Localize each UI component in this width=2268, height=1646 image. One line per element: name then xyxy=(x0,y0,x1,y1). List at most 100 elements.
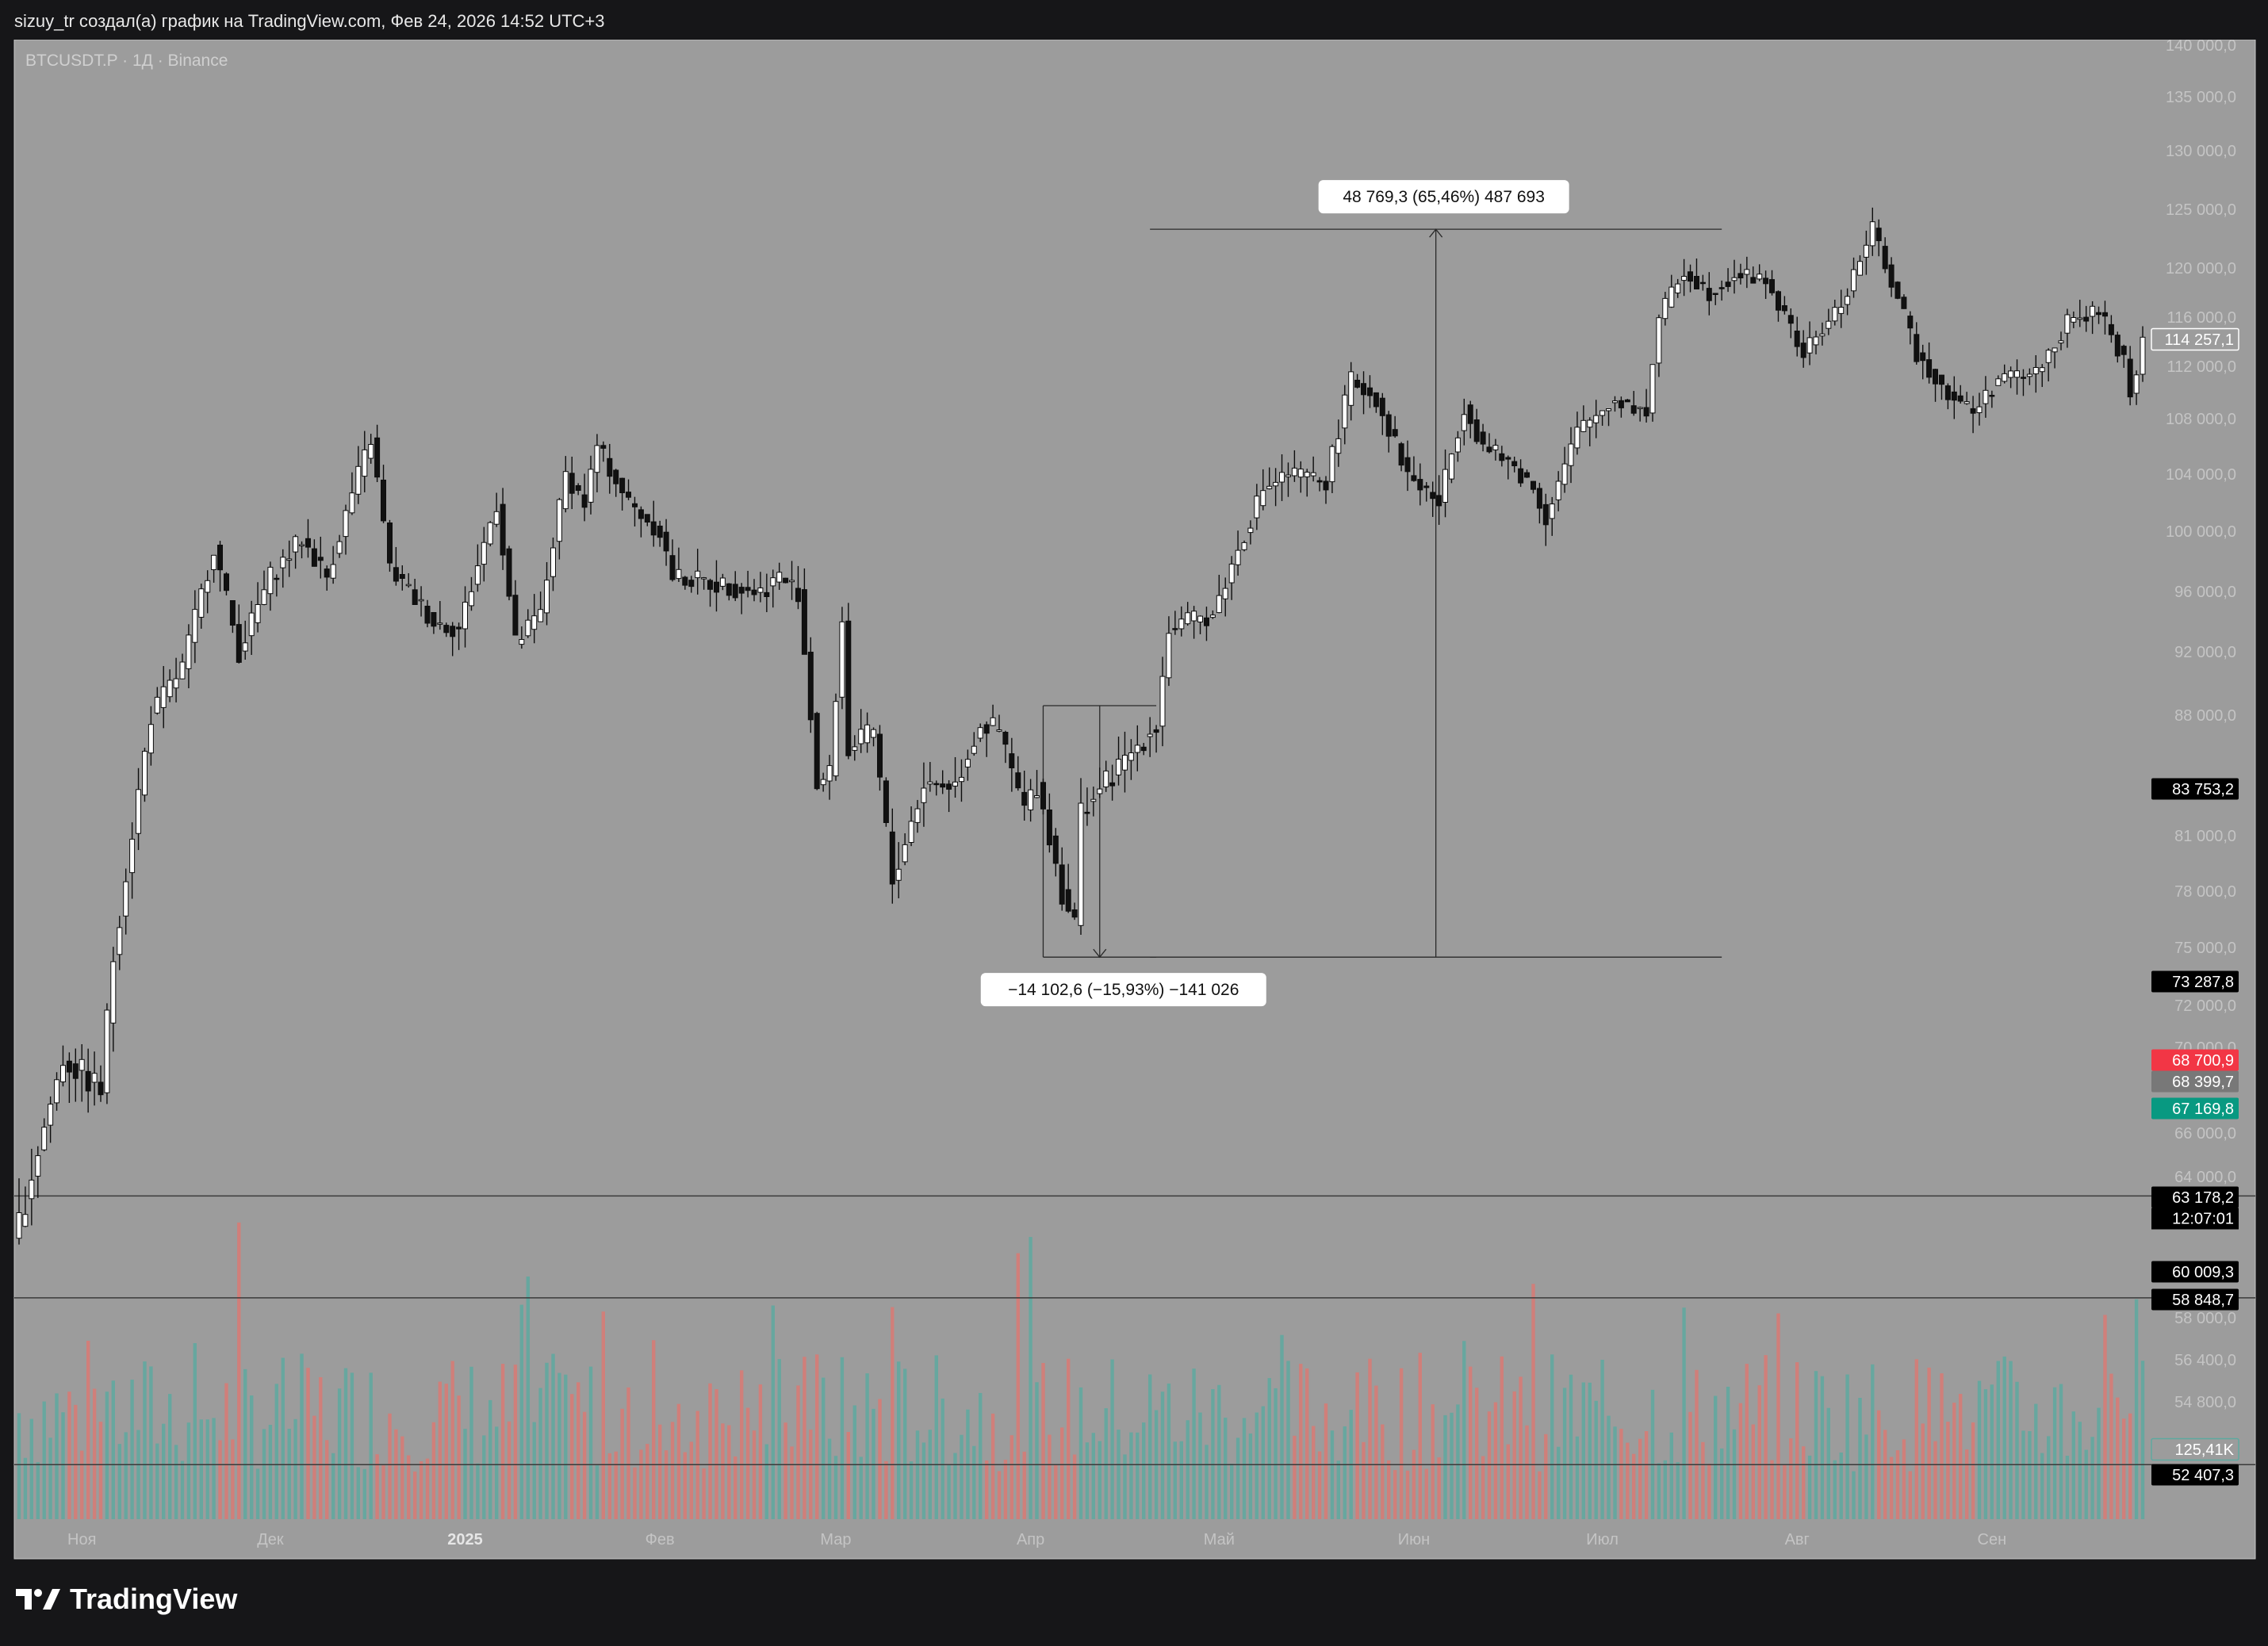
volume-bar xyxy=(469,1366,473,1519)
volume-bar xyxy=(1280,1334,1284,1519)
candle-down xyxy=(1511,461,1518,466)
volume-bar xyxy=(1293,1435,1297,1519)
price-axis[interactable]: 140 000,0 135 000,0 130 000,0 125 000,0 120 … xyxy=(2166,37,2236,1411)
candle-up xyxy=(2014,370,2020,378)
price-axis-tick: 140 000,0 xyxy=(2166,40,2236,55)
time-axis-tick: Май xyxy=(1204,1531,1235,1548)
candle-up xyxy=(1995,378,2002,386)
volume-bar xyxy=(48,1437,52,1519)
candle-up xyxy=(1851,269,1856,292)
candle-down xyxy=(1643,407,1649,417)
candle-down xyxy=(619,477,626,494)
volume-bar xyxy=(626,1387,630,1519)
volume-bar xyxy=(727,1425,731,1519)
candle-down xyxy=(1059,864,1065,905)
volume-bar xyxy=(293,1418,297,1519)
candle-up xyxy=(1090,798,1097,802)
candle-up xyxy=(2077,317,2083,320)
volume-bar xyxy=(343,1368,348,1519)
candle-up xyxy=(1869,221,1875,247)
candle-down xyxy=(381,480,386,522)
candle-up xyxy=(1159,676,1166,727)
candle-down xyxy=(814,713,820,790)
volume-bar xyxy=(1845,1374,1849,1519)
volume-bar xyxy=(577,1382,580,1519)
volume-bar xyxy=(1619,1429,1623,1519)
candle-up xyxy=(1568,443,1574,466)
volume-bar xyxy=(676,1403,681,1519)
candle-down xyxy=(1172,628,1178,630)
volume-bar xyxy=(865,1373,869,1519)
candle-down xyxy=(274,577,280,580)
candle-down xyxy=(1392,429,1398,437)
candle-down xyxy=(1787,315,1794,324)
time-axis[interactable]: Ноя Дек 2025 Фев Мар Апр Май Июн Июл Авг Сен xyxy=(67,1531,2006,1548)
candle-up xyxy=(211,554,217,570)
volume-bar xyxy=(2071,1411,2075,1519)
volume-bar xyxy=(162,1423,166,1519)
volume-bar xyxy=(1067,1358,1071,1519)
chart-area[interactable]: 48 769,3 (65,46%) 487 693 −14 102,6 (−15,… xyxy=(0,37,2268,1562)
candle-down xyxy=(387,523,393,564)
candle-down xyxy=(1888,264,1894,288)
volume-bar xyxy=(463,1429,467,1519)
volume-bar xyxy=(1883,1430,1887,1519)
candle-up xyxy=(1813,336,1819,346)
volume-bar xyxy=(274,1384,278,1519)
volume-bar xyxy=(1607,1415,1611,1519)
price-chart[interactable]: 48 769,3 (65,46%) 487 693 −14 102,6 (−15,… xyxy=(0,37,2268,1562)
volume-bar xyxy=(664,1450,669,1519)
volume-bar xyxy=(155,1443,159,1519)
volume-bar xyxy=(1538,1471,1542,1519)
candle-up xyxy=(60,1065,66,1082)
candle-up xyxy=(299,544,305,546)
volume-bar xyxy=(815,1354,819,1519)
candle-up xyxy=(1304,472,1310,477)
candle-up xyxy=(2045,350,2052,363)
candle-down xyxy=(1486,446,1492,453)
candle-up xyxy=(481,542,487,565)
candle-up xyxy=(173,678,179,689)
candle-up xyxy=(160,686,167,708)
price-tag-box xyxy=(2151,1070,2239,1093)
candle-down xyxy=(1694,276,1699,289)
candle-up xyxy=(1241,542,1247,550)
volume-bar xyxy=(457,1395,461,1519)
candle-up xyxy=(1266,485,1273,489)
candle-up xyxy=(469,591,474,607)
candle-down xyxy=(1920,352,1926,362)
volume-bar xyxy=(1864,1434,1868,1519)
volume-bar xyxy=(130,1380,134,1519)
candle-down xyxy=(1071,909,1078,918)
volume-bar xyxy=(1506,1444,1510,1519)
candle-down xyxy=(1204,617,1209,626)
price-axis-tick: 81 000,0 xyxy=(2174,828,2236,845)
candle-up xyxy=(462,602,468,630)
candle-up xyxy=(770,577,776,587)
candle-up xyxy=(952,781,958,787)
candle-up xyxy=(2032,367,2039,374)
volume-bar xyxy=(1500,1356,1504,1519)
candle-down xyxy=(1411,475,1417,481)
volume-bar xyxy=(972,1445,976,1519)
candle-up xyxy=(1574,427,1580,449)
candle-down xyxy=(1009,753,1015,768)
tradingview-logo[interactable]: TradingView xyxy=(16,1583,237,1616)
volume-bar xyxy=(689,1441,693,1519)
time-axis-tick: Ноя xyxy=(67,1531,96,1548)
candle-down xyxy=(607,457,613,477)
candle-up xyxy=(330,564,336,579)
volume-bar xyxy=(1456,1404,1460,1519)
volume-bar xyxy=(1676,1462,1680,1519)
candle-up xyxy=(1116,759,1121,775)
candle-up xyxy=(1297,469,1304,478)
candle-up xyxy=(1587,419,1593,428)
candle-down xyxy=(983,724,990,734)
volume-bar xyxy=(1443,1414,1447,1519)
candle-down xyxy=(1015,772,1021,789)
candle-up xyxy=(2026,373,2032,377)
volume-bar xyxy=(702,1468,706,1519)
measurement-tools[interactable]: 48 769,3 (65,46%) 487 693 −14 102,6 (−15,… xyxy=(980,180,1722,1007)
volume-bar xyxy=(1230,1464,1234,1519)
volume-bar xyxy=(1198,1412,1202,1519)
